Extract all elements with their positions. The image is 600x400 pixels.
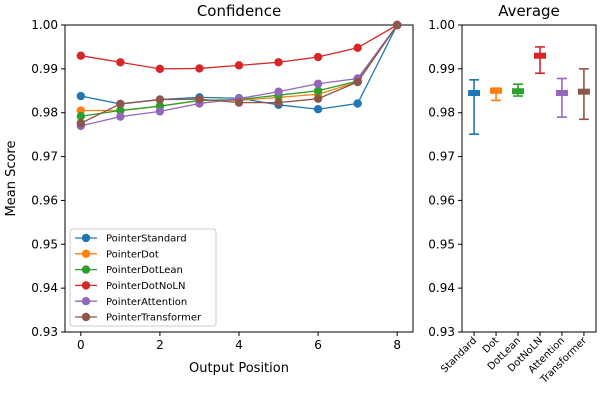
data-point [274, 58, 283, 67]
legend-label: PointerDotLean [106, 265, 183, 276]
x-tick-label: 4 [235, 338, 243, 352]
mean-marker [468, 89, 481, 96]
average-title: Average [498, 2, 560, 20]
y-tick-label: 0.96 [31, 193, 58, 207]
data-point [353, 99, 362, 108]
data-point [195, 64, 204, 73]
data-point [116, 99, 125, 109]
y-tick-label: 0.93 [428, 325, 455, 339]
confidence-x-ticks: 0 2 4 6 8 [77, 332, 401, 352]
legend-marker [81, 297, 91, 306]
y-tick-label: 0.97 [428, 150, 455, 164]
y-tick-label: 0.95 [31, 237, 58, 251]
mean-marker [577, 88, 590, 95]
x-tick-label: 0 [77, 338, 85, 352]
errorbar-DotLean [512, 83, 525, 97]
average-x-ticks: Standard DotDotLeanDotNoLNAttentionTransf… [439, 332, 590, 386]
data-point [116, 106, 125, 115]
y-tick-label: 0.98 [31, 106, 58, 120]
errorbar-Dot [490, 87, 503, 102]
legend-items: PointerStandard PointerDot PointerDotLean P… [75, 234, 202, 324]
data-point [392, 20, 402, 30]
data-point [155, 95, 165, 104]
confidence-y-ticks: 0.93 0.94 0.95 0.96 0.97 0.98 0.99 1.00 [31, 18, 65, 339]
y-tick-label: 0.99 [428, 62, 455, 76]
legend-label: PointerAttention [106, 297, 187, 308]
legend-marker [81, 233, 91, 243]
legend-marker [81, 281, 91, 290]
legend-item: PointerTransformer [75, 313, 202, 324]
errorbar-DotNoLN [533, 46, 546, 75]
y-tick-label: 1.00 [428, 18, 455, 32]
category-label: Standard [439, 335, 479, 375]
data-point [313, 79, 323, 88]
legend-item: PointerStandard [75, 234, 187, 245]
mean-marker [512, 88, 525, 95]
legend-label: PointerTransformer [106, 313, 202, 324]
mean-marker [490, 87, 503, 94]
legend-item: PointerAttention [75, 297, 187, 308]
average-marks-group [468, 46, 590, 136]
errorbar-Transformer [577, 68, 590, 121]
y-tick-label: 0.94 [428, 281, 455, 295]
average-panel: 0.93 0.94 0.95 0.96 0.97 0.98 0.99 1.00 Standar… [428, 2, 597, 386]
legend-item: PointerDotLean [75, 265, 183, 276]
legend-marker [81, 312, 91, 322]
y-tick-label: 0.97 [31, 150, 58, 164]
legend-marker [81, 265, 91, 274]
y-tick-label: 0.94 [31, 281, 58, 295]
data-point [313, 94, 323, 103]
average-y-ticks: 0.93 0.94 0.95 0.96 0.97 0.98 0.99 1.00 [428, 18, 462, 339]
data-point [195, 94, 204, 104]
data-point [234, 61, 244, 70]
y-tick-label: 0.93 [31, 325, 58, 339]
data-point [313, 86, 323, 95]
series-PointerTransformer [76, 20, 402, 128]
data-point [313, 52, 323, 62]
y-tick-label: 0.96 [428, 193, 455, 207]
data-point [353, 43, 362, 53]
y-tick-label: 0.99 [31, 62, 58, 76]
confidence-panel: 0.93 0.94 0.95 0.96 0.97 0.98 0.99 1.00 0 2 4 6 8 C… [4, 2, 414, 376]
legend-item: PointerDotNoLN [75, 281, 185, 292]
data-point [116, 58, 125, 67]
confidence-title: Confidence [197, 2, 281, 20]
data-point [76, 112, 86, 121]
data-point [274, 98, 283, 107]
legend-label: PointerDotNoLN [106, 281, 185, 292]
x-tick-label: 2 [156, 338, 164, 352]
confidence-y-axis-label: Mean Score [4, 141, 19, 217]
y-tick-label: 0.95 [428, 237, 455, 251]
legend-box [69, 228, 217, 327]
legend-label: PointerDot [106, 249, 159, 260]
data-point [76, 51, 86, 60]
legend-marker [81, 249, 91, 258]
confidence-series-group [76, 20, 402, 131]
data-point [274, 87, 283, 96]
data-point [155, 107, 165, 116]
data-point [76, 91, 86, 101]
legend-label: PointerStandard [106, 234, 187, 245]
legend-item: PointerDot [75, 249, 159, 260]
y-tick-label: 0.98 [428, 106, 455, 120]
data-point [234, 98, 244, 107]
data-point [116, 112, 125, 121]
data-point [353, 77, 362, 87]
mean-marker [555, 89, 568, 96]
mean-marker [533, 52, 546, 59]
y-tick-label: 1.00 [31, 18, 58, 32]
data-point [155, 64, 165, 74]
average-plot-frame [461, 24, 597, 333]
data-point [313, 105, 323, 114]
data-point [76, 119, 86, 128]
x-tick-label: 8 [393, 338, 401, 352]
errorbar-Attention [555, 77, 568, 118]
x-tick-label: 6 [314, 338, 322, 352]
legend: PointerStandard PointerDot PointerDotLean P… [69, 228, 217, 327]
confidence-x-axis-label: Output Position [189, 361, 289, 376]
errorbar-Standard [468, 79, 481, 136]
